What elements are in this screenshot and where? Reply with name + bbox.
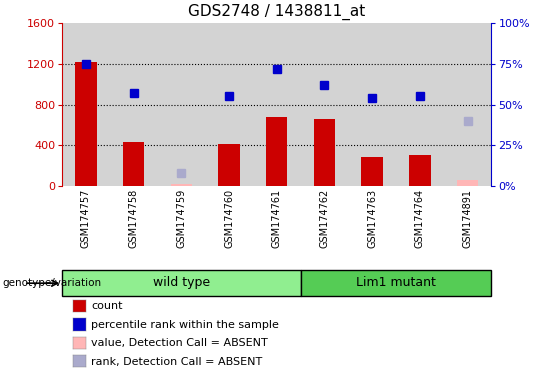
Bar [314,119,335,186]
Text: GSM174762: GSM174762 [320,189,329,248]
Text: GSM174764: GSM174764 [415,189,425,248]
Text: value, Detection Call = ABSENT: value, Detection Call = ABSENT [91,338,268,348]
Text: GSM174761: GSM174761 [272,189,282,248]
Bar [396,23,444,186]
Text: count: count [91,301,123,311]
Text: GSM174763: GSM174763 [367,189,377,248]
Text: wild type: wild type [153,276,210,289]
Text: rank, Detection Call = ABSENT: rank, Detection Call = ABSENT [91,357,262,367]
Text: GSM174891: GSM174891 [463,189,472,248]
Bar [409,155,430,186]
Bar [444,23,491,186]
Bar [218,144,240,186]
Text: GSM174760: GSM174760 [224,189,234,248]
Bar [457,180,478,186]
Text: GSM174758: GSM174758 [129,189,139,248]
Bar [171,184,192,186]
Bar [301,270,491,296]
Text: GSM174759: GSM174759 [177,189,186,248]
Bar [253,23,301,186]
Bar [348,23,396,186]
Bar [62,270,301,296]
Text: Lim1 mutant: Lim1 mutant [356,276,436,289]
Bar [123,142,144,186]
Bar [301,23,348,186]
Bar [158,23,205,186]
Title: GDS2748 / 1438811_at: GDS2748 / 1438811_at [188,4,366,20]
Bar [205,23,253,186]
Bar [75,62,97,186]
Bar [266,117,287,186]
Bar [361,157,383,186]
Text: genotype/variation: genotype/variation [3,278,102,288]
Bar [62,23,110,186]
Bar [110,23,158,186]
Text: percentile rank within the sample: percentile rank within the sample [91,320,279,330]
Text: GSM174757: GSM174757 [81,189,91,248]
